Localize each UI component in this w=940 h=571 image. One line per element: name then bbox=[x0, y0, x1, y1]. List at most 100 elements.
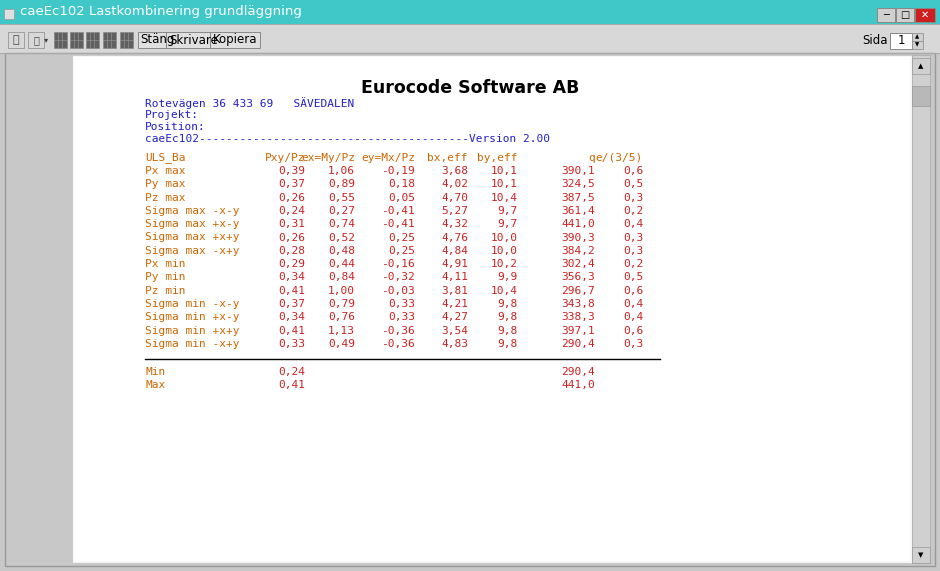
Text: 0,4: 0,4 bbox=[622, 299, 643, 309]
Text: 0,26: 0,26 bbox=[278, 232, 305, 243]
Text: 0,6: 0,6 bbox=[622, 166, 643, 176]
Text: 0,41: 0,41 bbox=[278, 286, 305, 296]
Text: 🖨: 🖨 bbox=[12, 35, 20, 45]
Text: Sigma max -x+y: Sigma max -x+y bbox=[145, 246, 240, 256]
Text: ─: ─ bbox=[883, 10, 889, 20]
Text: q: q bbox=[588, 153, 595, 163]
Text: 4,11: 4,11 bbox=[441, 272, 468, 283]
Text: 0,18: 0,18 bbox=[388, 179, 415, 190]
Text: 0,34: 0,34 bbox=[278, 272, 305, 283]
Text: ▲: ▲ bbox=[916, 34, 919, 39]
Text: 9,8: 9,8 bbox=[498, 312, 518, 322]
Text: 0,76: 0,76 bbox=[328, 312, 355, 322]
Text: 9,8: 9,8 bbox=[498, 299, 518, 309]
Text: 9,7: 9,7 bbox=[498, 206, 518, 216]
Text: 441,0: 441,0 bbox=[561, 380, 595, 390]
Text: 4,21: 4,21 bbox=[441, 299, 468, 309]
Text: 0,74: 0,74 bbox=[328, 219, 355, 229]
Text: 0,49: 0,49 bbox=[328, 339, 355, 349]
FancyBboxPatch shape bbox=[912, 547, 930, 563]
FancyBboxPatch shape bbox=[72, 55, 912, 563]
Text: 🔍: 🔍 bbox=[33, 35, 39, 45]
Text: bx,eff: bx,eff bbox=[428, 153, 468, 163]
Text: 0,52: 0,52 bbox=[328, 232, 355, 243]
FancyBboxPatch shape bbox=[54, 32, 67, 48]
Text: 441,0: 441,0 bbox=[561, 219, 595, 229]
Text: 0,2: 0,2 bbox=[622, 259, 643, 269]
Text: 3,54: 3,54 bbox=[441, 325, 468, 336]
Text: 10,0: 10,0 bbox=[491, 232, 518, 243]
Text: 5,27: 5,27 bbox=[441, 206, 468, 216]
Text: 1: 1 bbox=[898, 34, 904, 47]
FancyBboxPatch shape bbox=[912, 33, 923, 41]
Text: 0,27: 0,27 bbox=[328, 206, 355, 216]
FancyBboxPatch shape bbox=[0, 0, 940, 24]
Text: 9,8: 9,8 bbox=[498, 339, 518, 349]
Text: 361,4: 361,4 bbox=[561, 206, 595, 216]
Text: 0,05: 0,05 bbox=[388, 192, 415, 203]
Text: Stäng: Stäng bbox=[140, 34, 174, 46]
Text: -0,41: -0,41 bbox=[382, 206, 415, 216]
Text: 324,5: 324,5 bbox=[561, 179, 595, 190]
Text: 0,24: 0,24 bbox=[278, 206, 305, 216]
Text: Sigma min +x+y: Sigma min +x+y bbox=[145, 325, 240, 336]
Text: 0,5: 0,5 bbox=[622, 179, 643, 190]
Text: 0,3: 0,3 bbox=[622, 232, 643, 243]
Text: 290,4: 290,4 bbox=[561, 367, 595, 377]
Text: 0,55: 0,55 bbox=[328, 192, 355, 203]
FancyBboxPatch shape bbox=[138, 32, 176, 48]
Text: 384,2: 384,2 bbox=[561, 246, 595, 256]
Text: -0,19: -0,19 bbox=[382, 166, 415, 176]
Text: 0,28: 0,28 bbox=[278, 246, 305, 256]
Text: Sigma max +x-y: Sigma max +x-y bbox=[145, 219, 240, 229]
FancyBboxPatch shape bbox=[103, 32, 116, 48]
Text: Sigma max +x+y: Sigma max +x+y bbox=[145, 232, 240, 243]
Text: 10,0: 10,0 bbox=[491, 246, 518, 256]
Text: 0,31: 0,31 bbox=[278, 219, 305, 229]
Text: 4,70: 4,70 bbox=[441, 192, 468, 203]
Text: Sida: Sida bbox=[862, 34, 887, 46]
Text: 10,1: 10,1 bbox=[491, 166, 518, 176]
Text: 0,34: 0,34 bbox=[278, 312, 305, 322]
Text: 4,76: 4,76 bbox=[441, 232, 468, 243]
Text: 0,39: 0,39 bbox=[278, 166, 305, 176]
FancyBboxPatch shape bbox=[28, 32, 44, 48]
Text: 0,25: 0,25 bbox=[388, 246, 415, 256]
Text: 4,27: 4,27 bbox=[441, 312, 468, 322]
Text: 343,8: 343,8 bbox=[561, 299, 595, 309]
Text: 0,4: 0,4 bbox=[622, 219, 643, 229]
Text: 0,33: 0,33 bbox=[388, 312, 415, 322]
Text: 387,5: 387,5 bbox=[561, 192, 595, 203]
Text: Py max: Py max bbox=[145, 179, 185, 190]
Text: 4,02: 4,02 bbox=[441, 179, 468, 190]
Text: Px max: Px max bbox=[145, 166, 185, 176]
Text: 0,33: 0,33 bbox=[278, 339, 305, 349]
Text: ex=My/Pz: ex=My/Pz bbox=[301, 153, 355, 163]
Text: e/(3/5): e/(3/5) bbox=[596, 153, 643, 163]
Text: 356,3: 356,3 bbox=[561, 272, 595, 283]
FancyBboxPatch shape bbox=[5, 53, 935, 566]
Text: 0,44: 0,44 bbox=[328, 259, 355, 269]
Text: 0,41: 0,41 bbox=[278, 380, 305, 390]
Text: -0,36: -0,36 bbox=[382, 325, 415, 336]
Text: 4,83: 4,83 bbox=[441, 339, 468, 349]
Text: 1,00: 1,00 bbox=[328, 286, 355, 296]
FancyBboxPatch shape bbox=[70, 32, 83, 48]
Text: ✕: ✕ bbox=[921, 10, 929, 20]
FancyBboxPatch shape bbox=[120, 32, 133, 48]
Text: 10,2: 10,2 bbox=[491, 259, 518, 269]
FancyBboxPatch shape bbox=[86, 32, 99, 48]
Text: 9,8: 9,8 bbox=[498, 325, 518, 336]
Text: 0,79: 0,79 bbox=[328, 299, 355, 309]
Text: Rotevägen 36 433 69   SÄVEDALEN: Rotevägen 36 433 69 SÄVEDALEN bbox=[145, 97, 354, 109]
FancyBboxPatch shape bbox=[877, 8, 895, 22]
Text: Sigma min -x+y: Sigma min -x+y bbox=[145, 339, 240, 349]
FancyBboxPatch shape bbox=[8, 32, 24, 48]
FancyBboxPatch shape bbox=[890, 33, 912, 49]
FancyBboxPatch shape bbox=[912, 58, 930, 74]
Text: 390,3: 390,3 bbox=[561, 232, 595, 243]
Text: 0,37: 0,37 bbox=[278, 179, 305, 190]
Text: 0,29: 0,29 bbox=[278, 259, 305, 269]
Text: 0,5: 0,5 bbox=[622, 272, 643, 283]
Text: Sigma min +x-y: Sigma min +x-y bbox=[145, 312, 240, 322]
